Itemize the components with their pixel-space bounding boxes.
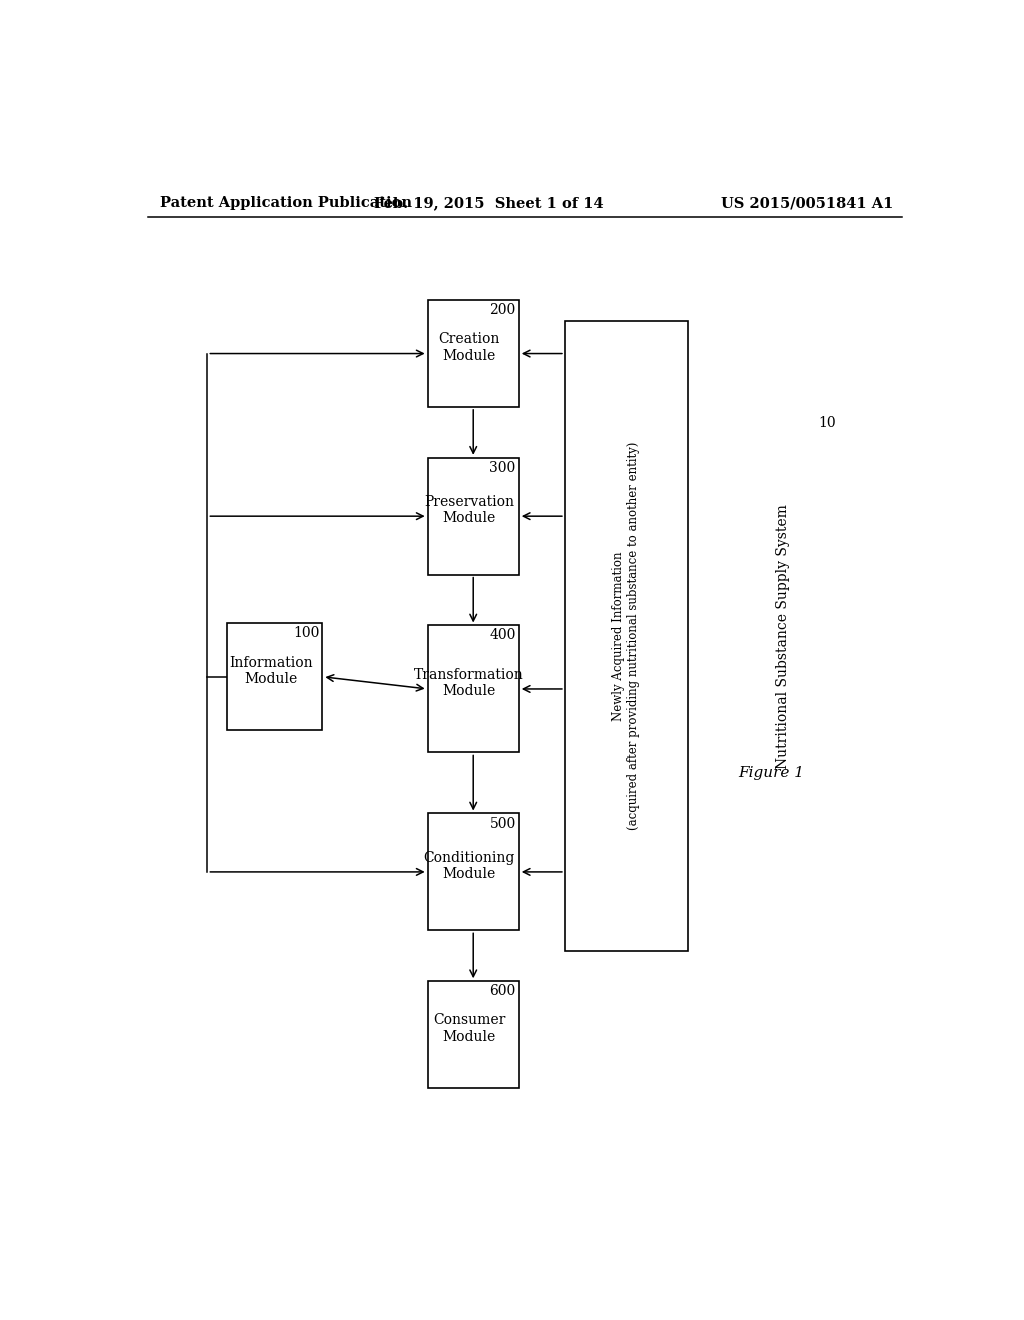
Bar bbox=[428, 626, 519, 752]
Text: Figure 1: Figure 1 bbox=[738, 767, 804, 780]
Text: Consumer
Module: Consumer Module bbox=[433, 1014, 506, 1044]
Bar bbox=[428, 300, 519, 407]
Text: Patent Application Publication: Patent Application Publication bbox=[160, 197, 412, 210]
Text: Nutritional Substance Supply System: Nutritional Substance Supply System bbox=[776, 504, 790, 768]
Text: Creation
Module: Creation Module bbox=[438, 333, 500, 363]
Bar bbox=[428, 458, 519, 574]
Text: 10: 10 bbox=[818, 416, 836, 430]
Text: 600: 600 bbox=[489, 985, 516, 998]
Text: 200: 200 bbox=[489, 304, 516, 317]
Bar bbox=[428, 981, 519, 1088]
Text: Preservation
Module: Preservation Module bbox=[424, 495, 514, 525]
Text: Newly Acquired Information
(acquired after providing nutritional substance to an: Newly Acquired Information (acquired aft… bbox=[612, 442, 640, 830]
Text: US 2015/0051841 A1: US 2015/0051841 A1 bbox=[722, 197, 894, 210]
Text: Transformation
Module: Transformation Module bbox=[415, 668, 524, 698]
Text: 100: 100 bbox=[293, 627, 319, 640]
Bar bbox=[227, 623, 323, 730]
Text: 500: 500 bbox=[489, 817, 516, 830]
Text: Conditioning
Module: Conditioning Module bbox=[424, 850, 515, 880]
Bar bbox=[565, 321, 688, 952]
Text: Information
Module: Information Module bbox=[229, 656, 312, 686]
Text: Feb. 19, 2015  Sheet 1 of 14: Feb. 19, 2015 Sheet 1 of 14 bbox=[375, 197, 604, 210]
Bar bbox=[428, 813, 519, 931]
Text: 400: 400 bbox=[489, 628, 516, 643]
Text: 300: 300 bbox=[489, 461, 516, 475]
